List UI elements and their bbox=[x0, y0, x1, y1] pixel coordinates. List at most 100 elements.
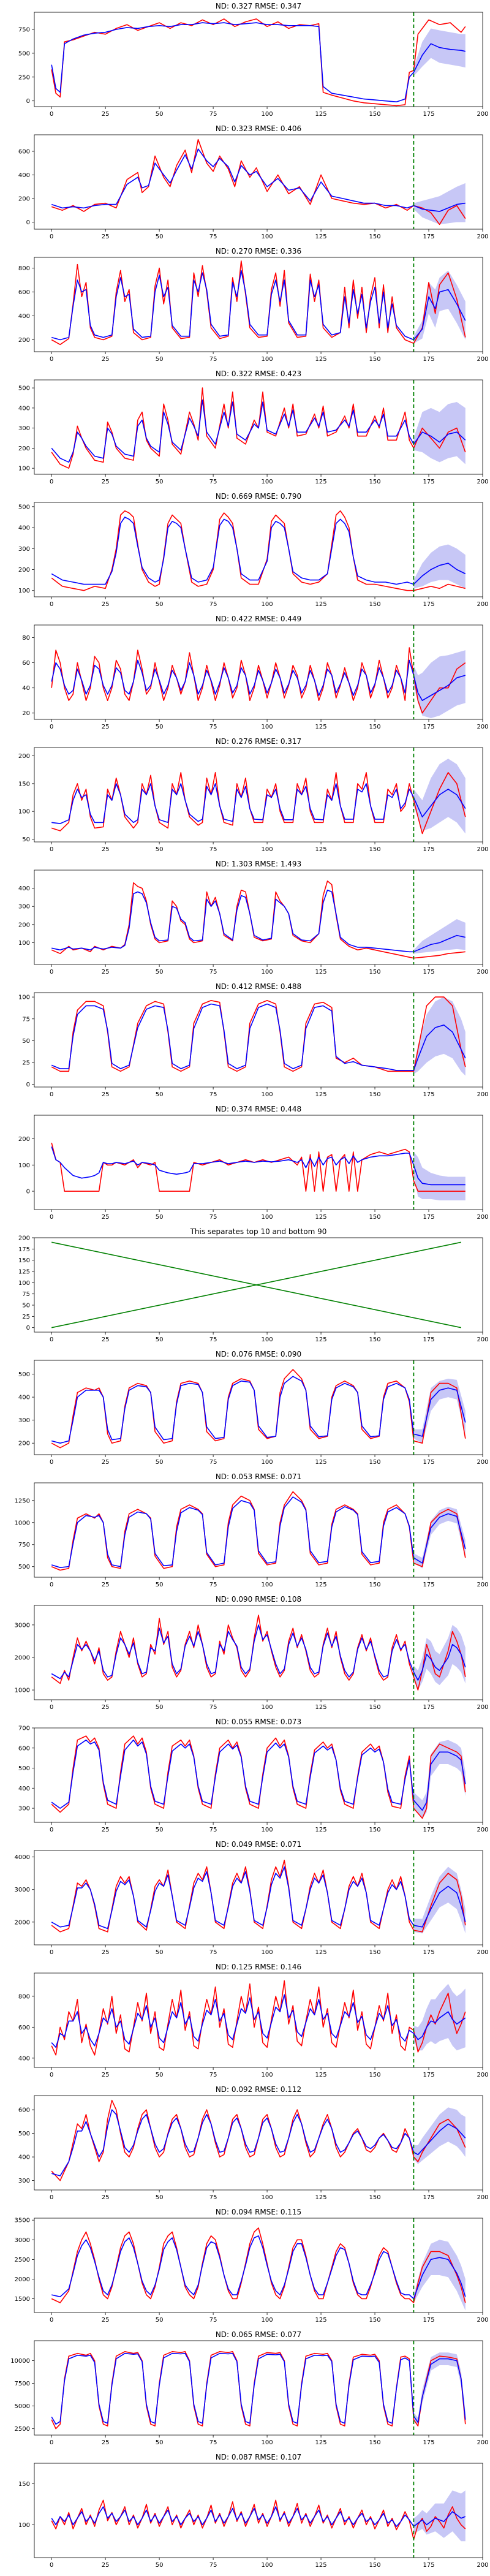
x-tick-label: 125 bbox=[315, 1949, 327, 1956]
x-tick-label: 150 bbox=[369, 233, 380, 240]
y-tick-label: 50 bbox=[22, 1038, 30, 1045]
confidence-band bbox=[413, 1506, 466, 1569]
confidence-band bbox=[413, 402, 466, 464]
y-tick-label: 100 bbox=[18, 1162, 30, 1169]
x-tick-label: 200 bbox=[477, 111, 488, 118]
axes-frame bbox=[34, 992, 483, 1088]
actual-series-line bbox=[51, 1860, 466, 1933]
chart-title: ND: 0.092 RMSE: 0.112 bbox=[216, 2085, 301, 2094]
y-tick-label: 500 bbox=[18, 1765, 30, 1772]
axes-frame bbox=[34, 1605, 483, 1700]
y-tick-label: 200 bbox=[18, 195, 30, 202]
chart-panel-21: ND: 0.087 RMSE: 0.107 0 25 50 75 100 125 150 175… bbox=[18, 2453, 489, 2569]
y-tick-label: 400 bbox=[18, 1786, 30, 1792]
actual-series-line bbox=[51, 647, 466, 714]
predicted-series-line bbox=[51, 889, 466, 953]
y-tick-label: 400 bbox=[18, 2154, 30, 2161]
x-tick-label: 25 bbox=[102, 1827, 110, 1833]
y-tick-label: 150 bbox=[18, 1257, 30, 1264]
x-tick-label: 50 bbox=[156, 1091, 164, 1098]
x-tick-label: 125 bbox=[315, 969, 327, 975]
x-tick-label: 25 bbox=[102, 1582, 110, 1588]
y-tick-label: 400 bbox=[18, 172, 30, 179]
x-tick-label: 125 bbox=[315, 1091, 327, 1098]
x-tick-label: 100 bbox=[262, 601, 273, 608]
x-tick-label: 0 bbox=[50, 1091, 53, 1098]
y-tick-label: 300 bbox=[18, 425, 30, 432]
y-tick-label: 0 bbox=[26, 1189, 30, 1195]
y-tick-label: 700 bbox=[18, 1726, 30, 1732]
predicted-series-line bbox=[51, 1496, 466, 1568]
y-tick-label: 200 bbox=[18, 445, 30, 452]
x-tick-label: 0 bbox=[50, 969, 53, 975]
x-tick-label: 100 bbox=[262, 479, 273, 485]
plot-area bbox=[51, 12, 466, 107]
plot-area bbox=[51, 1851, 466, 1945]
x-tick-label: 150 bbox=[369, 2317, 380, 2324]
x-tick-label: 75 bbox=[209, 2194, 217, 2201]
axes-frame bbox=[34, 502, 483, 597]
predicted-series-line bbox=[51, 1866, 466, 1930]
y-tick-label: 175 bbox=[18, 1246, 30, 1253]
chart-panel-17: ND: 0.125 RMSE: 0.146 0 25 50 75 100 125 150 175… bbox=[18, 1963, 489, 2078]
actual-series-line bbox=[51, 1735, 466, 1819]
x-tick-label: 0 bbox=[50, 2439, 53, 2446]
axes-frame bbox=[34, 2095, 483, 2191]
y-tick-label: 100 bbox=[18, 809, 30, 816]
x-tick-label: 150 bbox=[369, 111, 380, 118]
x-tick-label: 25 bbox=[102, 2317, 110, 2324]
actual-series-line bbox=[51, 1369, 466, 1449]
y-tick-label: 500 bbox=[18, 1371, 30, 1378]
plot-area bbox=[51, 1973, 466, 2067]
predicted-series-line bbox=[51, 22, 466, 102]
axes-frame bbox=[34, 2340, 483, 2436]
y-tick-label: 80 bbox=[22, 635, 30, 642]
x-tick-label: 125 bbox=[315, 724, 327, 730]
actual-series-line bbox=[51, 1980, 466, 2056]
confidence-band bbox=[413, 1151, 466, 1201]
plot-area bbox=[51, 870, 466, 964]
chart-panel-19: ND: 0.094 RMSE: 0.115 0 25 50 75 100 125 150 175… bbox=[15, 2208, 489, 2324]
x-tick-label: 125 bbox=[315, 2072, 327, 2078]
confidence-band bbox=[413, 650, 466, 718]
y-tick-label: 800 bbox=[18, 265, 30, 272]
plot-area bbox=[51, 748, 466, 842]
y-tick-label: 75 bbox=[22, 1016, 30, 1023]
x-tick-label: 50 bbox=[156, 479, 164, 485]
y-tick-label: 3000 bbox=[15, 1887, 30, 1893]
actual-series-line bbox=[51, 1615, 466, 1691]
plot-area bbox=[51, 502, 466, 597]
x-tick-label: 200 bbox=[477, 1827, 488, 1833]
actual-series-line bbox=[51, 138, 466, 225]
chart-title: ND: 0.094 RMSE: 0.115 bbox=[216, 2208, 301, 2216]
axes-frame bbox=[34, 2218, 483, 2313]
y-tick-label: 600 bbox=[18, 289, 30, 296]
chart-panel-10: ND: 0.374 RMSE: 0.448 0 25 50 75 100 125 150 175… bbox=[18, 1105, 489, 1221]
predicted-series-line bbox=[51, 1624, 466, 1681]
confidence-band bbox=[413, 997, 466, 1076]
y-tick-label: 750 bbox=[18, 27, 30, 34]
chart-panel-7: ND: 0.276 RMSE: 0.317 0 25 50 75 100 125 150 175… bbox=[18, 737, 489, 853]
plot-area bbox=[51, 625, 466, 719]
plot-area bbox=[51, 993, 466, 1087]
x-tick-label: 100 bbox=[262, 356, 273, 363]
x-tick-label: 75 bbox=[209, 1582, 217, 1588]
x-tick-label: 75 bbox=[209, 601, 217, 608]
y-tick-label: 1000 bbox=[15, 1688, 30, 1694]
x-tick-label: 175 bbox=[423, 2072, 434, 2078]
y-tick-label: 200 bbox=[18, 1441, 30, 1447]
x-tick-label: 200 bbox=[477, 1949, 488, 1956]
y-tick-label: 100 bbox=[18, 940, 30, 947]
y-tick-label: 400 bbox=[18, 885, 30, 892]
x-tick-label: 175 bbox=[423, 2317, 434, 2324]
chart-title: This separates top 10 and bottom 90 bbox=[190, 1227, 327, 1236]
confidence-band bbox=[413, 1866, 466, 1934]
x-tick-label: 25 bbox=[102, 233, 110, 240]
axes-frame bbox=[34, 1727, 483, 1823]
x-tick-label: 100 bbox=[262, 1459, 273, 1466]
confidence-band bbox=[413, 1379, 466, 1444]
actual-series-line bbox=[51, 1491, 466, 1571]
x-tick-label: 50 bbox=[156, 724, 164, 730]
x-tick-label: 25 bbox=[102, 724, 110, 730]
